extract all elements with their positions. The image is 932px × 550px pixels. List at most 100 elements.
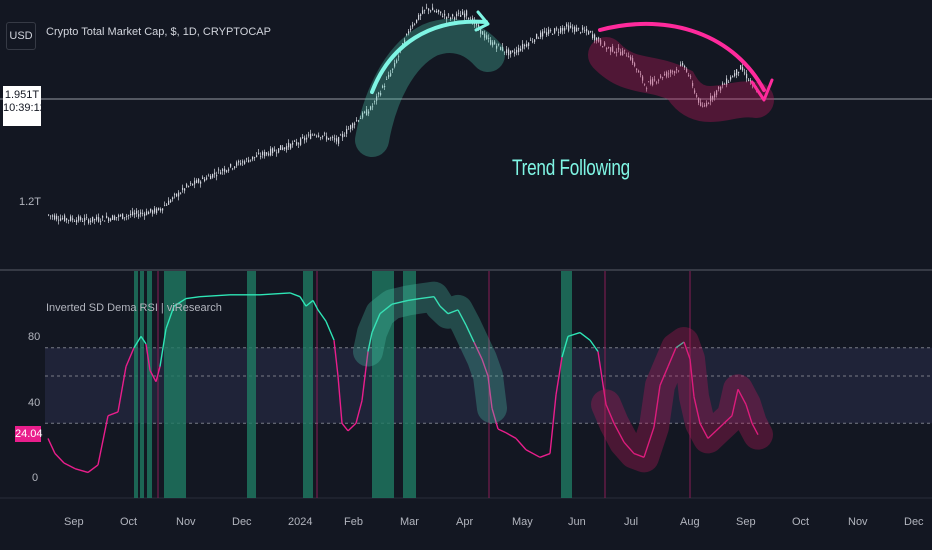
rsi-last-value: 24.04	[15, 426, 43, 442]
price-candle	[76, 219, 78, 223]
price-candle	[740, 65, 742, 70]
price-candle	[50, 215, 52, 217]
price-candle	[494, 41, 496, 45]
time-tick-label: Aug	[680, 516, 700, 528]
price-candle	[366, 109, 368, 116]
price-candle	[452, 14, 454, 17]
price-candle	[630, 56, 632, 60]
rsi-line-segment	[707, 430, 717, 439]
rsi-line-segment	[159, 328, 167, 367]
price-candle	[406, 33, 408, 36]
price-candle	[398, 56, 400, 58]
price-candle	[620, 51, 622, 55]
price-candle	[56, 215, 58, 220]
price-candle	[94, 219, 96, 221]
price-candle	[670, 70, 672, 74]
price-candle	[636, 68, 638, 70]
price-candle	[592, 34, 594, 39]
price-candle	[520, 48, 522, 51]
price-candle	[234, 166, 236, 168]
price-candle	[116, 217, 118, 218]
rsi-line-segment	[487, 375, 493, 409]
price-candle	[316, 135, 318, 137]
price-candle	[682, 63, 684, 66]
price-candle	[596, 37, 598, 42]
price-candle	[206, 177, 208, 180]
price-candle	[572, 27, 574, 29]
price-candles	[48, 3, 760, 226]
price-candle	[346, 128, 348, 134]
price-candle	[736, 69, 738, 76]
price-candle	[674, 71, 676, 74]
price-candle	[348, 128, 350, 130]
price-candle	[190, 183, 192, 185]
price-candle	[342, 133, 344, 138]
rsi-line-segment	[597, 351, 607, 405]
price-candle	[68, 219, 70, 221]
price-candle	[582, 27, 584, 30]
price-candle	[314, 134, 316, 136]
price-candle	[624, 49, 626, 51]
price-candle	[426, 7, 428, 9]
price-candle	[546, 32, 548, 36]
price-candle	[242, 161, 244, 163]
time-tick-label: Nov	[176, 516, 196, 528]
price-candle	[110, 218, 112, 221]
uptrend-arrowhead	[474, 10, 490, 32]
price-candle	[562, 28, 564, 31]
price-candle	[466, 10, 468, 16]
price-candle	[306, 137, 308, 140]
price-candle	[158, 207, 160, 211]
price-candle	[240, 163, 242, 165]
price-candle	[194, 180, 196, 185]
price-candle	[548, 29, 550, 34]
price-candle	[618, 47, 620, 50]
price-candle	[232, 168, 234, 170]
price-candle	[152, 210, 154, 214]
price-candle	[310, 133, 312, 139]
price-candle	[258, 152, 260, 154]
price-candle	[66, 218, 68, 220]
rsi-line-segment	[693, 396, 701, 424]
rsi-line-segment	[683, 341, 691, 360]
price-candle	[388, 74, 390, 78]
rsi-line-segment	[561, 336, 569, 358]
time-tick-label: Oct	[792, 516, 810, 528]
price-candle	[732, 76, 734, 78]
price-candle	[122, 213, 124, 220]
price-candle	[622, 50, 624, 56]
rsi-line-segment	[259, 292, 291, 296]
currency-button[interactable]: USD	[6, 22, 36, 50]
price-candle	[138, 214, 140, 217]
price-candle	[676, 69, 678, 71]
price-candle	[294, 140, 296, 142]
price-candle	[192, 183, 194, 186]
price-candle	[220, 172, 222, 175]
rsi-line-segment	[155, 366, 161, 382]
long-signal-stripe	[403, 271, 416, 498]
rsi-long-highlight	[353, 281, 507, 424]
price-candle	[686, 68, 688, 72]
time-tick-label: Jul	[624, 516, 639, 528]
rsi-line-segment	[659, 366, 669, 386]
price-candle	[416, 19, 418, 23]
price-candle	[640, 73, 642, 75]
price-candle	[566, 24, 568, 27]
price-candle	[300, 138, 302, 145]
price-candle	[468, 17, 470, 19]
rsi-line-segment	[74, 467, 89, 474]
price-candle	[496, 45, 498, 49]
long-signal-stripe	[134, 271, 138, 498]
time-tick-label: 2024	[288, 516, 313, 528]
price-candle	[214, 172, 216, 175]
price-candle	[680, 64, 682, 66]
price-candle	[224, 168, 226, 172]
rsi-line-segment	[555, 357, 563, 396]
price-candle	[482, 31, 484, 35]
price-candle	[372, 106, 374, 108]
price-candle	[312, 134, 314, 136]
rsi-line-segment	[633, 452, 645, 458]
rsi-line-segment	[539, 452, 551, 458]
price-candle	[512, 50, 514, 52]
